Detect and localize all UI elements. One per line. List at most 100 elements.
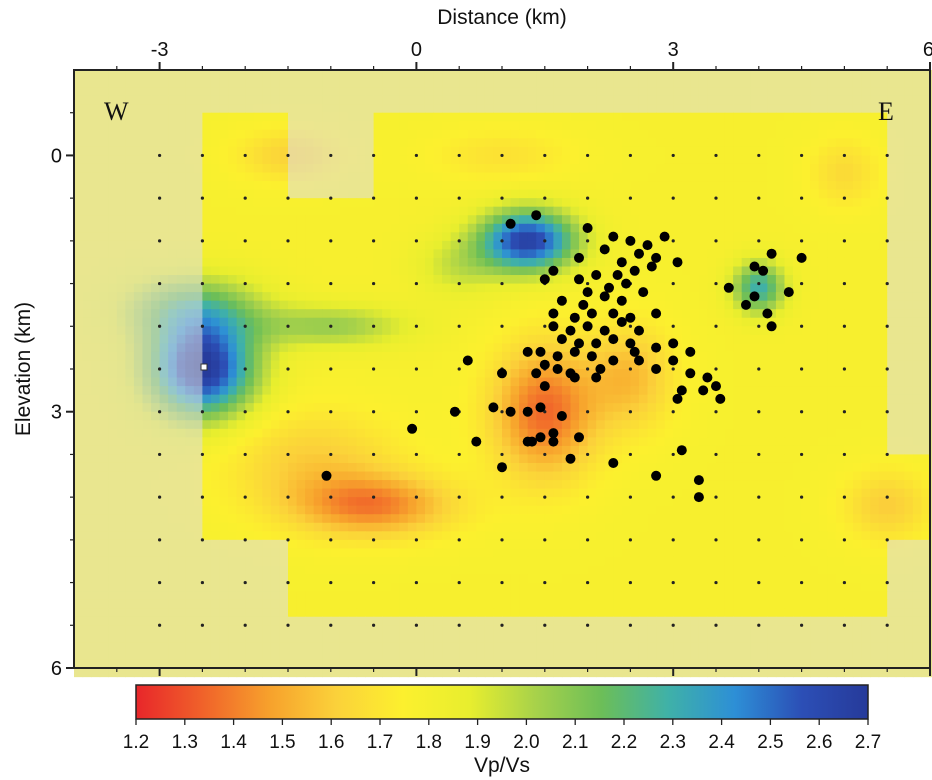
heatmap-cell xyxy=(253,181,263,191)
heatmap-cell xyxy=(536,283,546,293)
heatmap-cell xyxy=(621,163,631,174)
heatmap-cell xyxy=(664,292,674,302)
heatmap-cell xyxy=(262,377,272,387)
heatmap-cell xyxy=(852,78,863,88)
heatmap-cell xyxy=(810,428,820,438)
heatmap-cell xyxy=(288,360,298,370)
heatmap-cell xyxy=(835,462,845,473)
heatmap-cell xyxy=(579,232,589,242)
heatmap-cell xyxy=(262,394,272,404)
heatmap-cell xyxy=(185,343,195,353)
heatmap-cell xyxy=(270,172,281,182)
heatmap-cell xyxy=(356,309,366,319)
heatmap-cell xyxy=(750,78,760,88)
heatmap-cell xyxy=(253,480,263,490)
heatmap-cell xyxy=(844,112,854,122)
heatmap-cell xyxy=(219,198,229,208)
heatmap-cell xyxy=(193,386,203,396)
heatmap-cell xyxy=(861,377,871,387)
heatmap-cell xyxy=(236,360,246,370)
heatmap-cell xyxy=(467,309,477,319)
heatmap-cell xyxy=(870,112,880,122)
heatmap-cell xyxy=(373,129,383,139)
heatmap-cell xyxy=(296,232,306,242)
heatmap-cell xyxy=(596,343,606,353)
heatmap-cell xyxy=(108,121,118,131)
heatmap-cell xyxy=(510,70,520,80)
heatmap-cell xyxy=(74,488,84,498)
heatmap-cell xyxy=(630,87,640,97)
heatmap-cell xyxy=(390,300,400,310)
heatmap-cell xyxy=(185,369,195,379)
heatmap-cell xyxy=(638,377,649,387)
heatmap-cell xyxy=(493,257,503,268)
heatmap-cell xyxy=(681,215,691,225)
heatmap-cell xyxy=(279,163,289,174)
heatmap-cell xyxy=(288,266,298,276)
heatmap-cell xyxy=(519,181,529,191)
heatmap-cell xyxy=(347,326,358,336)
heatmap-cell xyxy=(356,326,366,336)
heatmap-cell xyxy=(527,129,537,139)
heatmap-cell xyxy=(801,377,811,387)
heatmap-cell xyxy=(108,78,118,88)
heatmap-cell xyxy=(467,138,477,148)
heatmap-cell xyxy=(852,223,863,233)
heatmap-cell xyxy=(313,181,323,191)
heatmap-cell xyxy=(125,163,135,174)
heatmap-cell xyxy=(895,343,905,353)
heatmap-cell xyxy=(433,411,443,421)
heatmap-cell xyxy=(613,181,623,191)
heatmap-cell xyxy=(228,240,238,250)
heatmap-cell xyxy=(664,309,674,319)
heatmap-cell xyxy=(716,249,726,259)
heatmap-cell xyxy=(724,232,734,242)
heatmap-cell xyxy=(330,172,340,182)
heatmap-cell xyxy=(912,326,923,336)
heatmap-cell xyxy=(587,317,597,327)
heatmap-cell xyxy=(296,215,306,225)
heatmap-cell xyxy=(570,223,580,233)
heatmap-cell xyxy=(810,360,820,370)
heatmap-cell xyxy=(681,146,691,157)
heatmap-cell xyxy=(347,369,358,379)
heatmap-cell xyxy=(347,351,358,362)
heatmap-cell xyxy=(810,104,820,114)
heatmap-cell xyxy=(407,462,417,473)
heatmap-cell xyxy=(116,163,126,174)
heatmap-cell xyxy=(878,428,888,438)
heatmap-cell xyxy=(887,403,897,413)
heatmap-cell xyxy=(707,300,717,310)
heatmap-cell xyxy=(168,181,178,191)
heatmap-cell xyxy=(673,292,683,302)
heatmap-cell xyxy=(416,300,426,310)
heatmap-cell xyxy=(125,309,135,319)
heatmap-cell xyxy=(596,129,606,139)
heatmap-cell xyxy=(450,445,460,456)
heatmap-cell xyxy=(416,249,426,259)
heatmap-cell xyxy=(245,163,255,174)
heatmap-cell xyxy=(356,343,366,353)
heatmap-cell xyxy=(793,163,803,174)
heatmap-cell xyxy=(741,275,751,285)
heatmap-cell xyxy=(716,334,726,344)
heatmap-cell xyxy=(502,403,512,413)
heatmap-cell xyxy=(99,275,109,285)
heatmap-cell xyxy=(74,403,84,413)
heatmap-cell xyxy=(202,172,212,182)
heatmap-cell xyxy=(168,78,178,88)
heatmap-cell xyxy=(604,206,614,216)
heatmap-cell xyxy=(510,87,520,97)
heatmap-cell xyxy=(810,317,820,327)
heatmap-cell xyxy=(373,480,383,490)
heatmap-cell xyxy=(536,249,546,259)
heatmap-cell xyxy=(373,266,383,276)
heatmap-cell xyxy=(844,163,854,174)
heatmap-cell xyxy=(681,283,691,293)
heatmap-cell xyxy=(895,104,905,114)
heatmap-cell xyxy=(288,181,298,191)
heatmap-cell xyxy=(887,343,897,353)
heatmap-cell xyxy=(878,300,888,310)
heatmap-cell xyxy=(638,172,649,182)
heatmap-cell xyxy=(125,155,135,165)
